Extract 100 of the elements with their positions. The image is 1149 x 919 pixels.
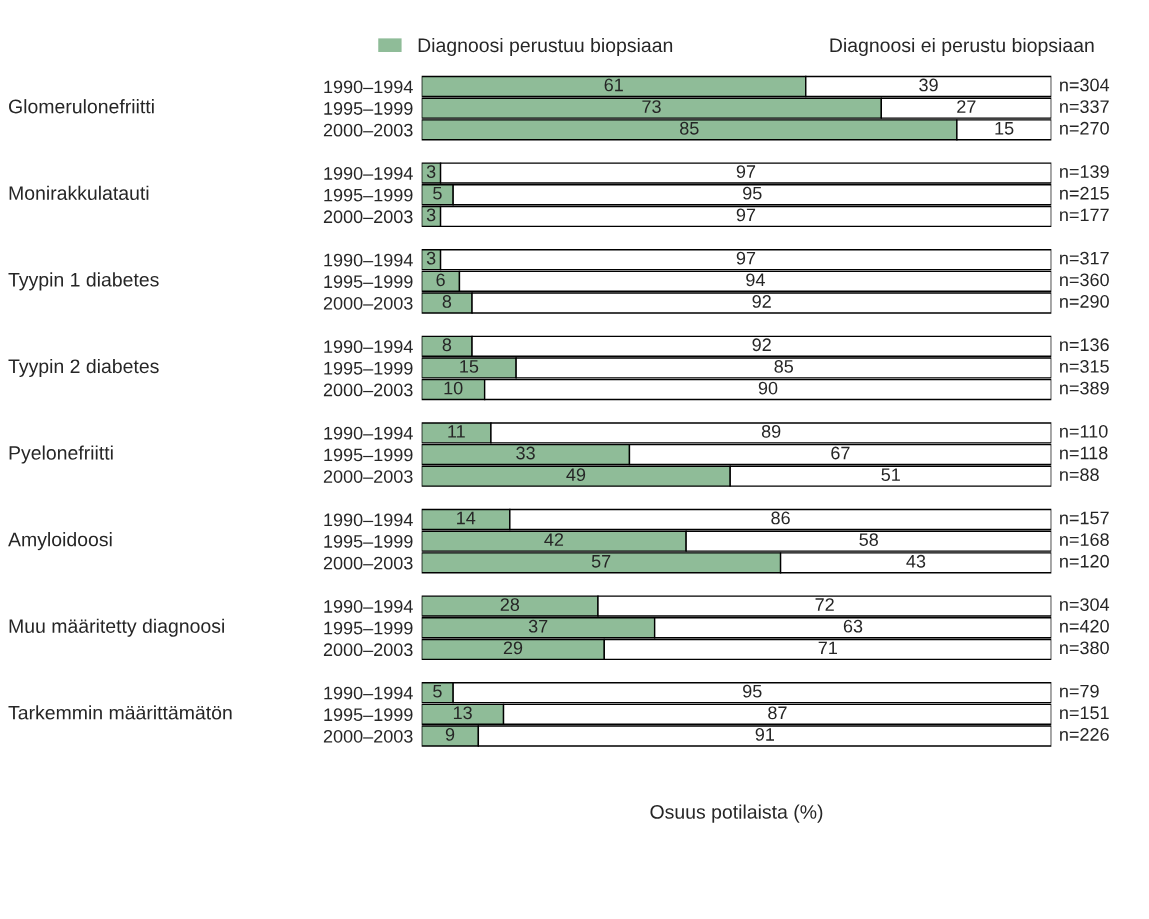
y-tick-label: 1995–1999 <box>324 275 413 289</box>
y-tick-label: 1995–1999 <box>324 708 413 722</box>
data-label: 71 <box>818 641 837 655</box>
text: n=389 <box>1060 381 1109 395</box>
data-label: 43 <box>906 554 926 568</box>
data-label: 6 <box>436 273 445 287</box>
text: n=270 <box>1060 121 1109 135</box>
text: n=290 <box>1060 295 1109 308</box>
text: Muu määritetty diagnoosi <box>9 618 224 637</box>
text: n=168 <box>1060 533 1109 546</box>
data-label: 91 <box>755 728 774 741</box>
data-label: 61 <box>604 78 623 92</box>
text: n=420 <box>1060 619 1109 633</box>
data-label: 63 <box>843 619 863 633</box>
text: n=337 <box>1060 100 1109 114</box>
data-label: 57 <box>591 555 611 568</box>
data-label: 10 <box>444 381 463 395</box>
y-tick-label: 1995–1999 <box>324 188 413 202</box>
text: n=226 <box>1060 728 1109 741</box>
data-label: 67 <box>831 446 850 460</box>
data-label: 90 <box>758 381 778 395</box>
text: Tarkemmin määrittämätön <box>8 705 232 720</box>
data-label: 37 <box>528 619 548 633</box>
data-label: 39 <box>919 78 938 92</box>
text: n=304 <box>1060 78 1110 92</box>
data-label: 87 <box>768 706 787 720</box>
text: Tyypin 1 diabetes <box>8 272 159 291</box>
text: n=315 <box>1060 360 1109 373</box>
data-label: 28 <box>500 598 520 611</box>
data-label: 95 <box>743 186 762 200</box>
y-tick-label: 1990–1994 <box>324 686 413 700</box>
data-label: 5 <box>433 684 442 698</box>
y-tick-label: 2000–2003 <box>323 296 413 310</box>
text: n=215 <box>1060 186 1109 200</box>
text: Amyloidoosi <box>8 532 112 551</box>
text: n=157 <box>1060 511 1109 525</box>
data-label: 73 <box>642 100 661 114</box>
y-tick-label: 2000–2003 <box>323 123 413 137</box>
data-label: 92 <box>752 295 771 308</box>
data-label: 13 <box>453 706 472 720</box>
y-tick-label: 2000–2003 <box>323 643 413 657</box>
y-tick-label: 1990–1994 <box>324 167 413 180</box>
y-tick-label: 1990–1994 <box>324 253 413 267</box>
data-label: 92 <box>752 338 771 352</box>
data-label: 94 <box>746 273 765 287</box>
text: n=136 <box>1060 338 1109 352</box>
text: n=177 <box>1060 208 1109 222</box>
data-label: 5 <box>433 187 442 200</box>
data-label: 14 <box>457 511 476 525</box>
data-label: 3 <box>426 251 436 265</box>
y-tick-label: 1990–1994 <box>324 340 413 354</box>
data-label: 95 <box>743 684 762 698</box>
y-tick-label: 1990–1994 <box>324 80 413 94</box>
data-label: 51 <box>881 468 900 482</box>
data-label: 86 <box>771 511 790 525</box>
data-label: 8 <box>442 295 452 308</box>
text: n=304 <box>1060 598 1110 611</box>
text: Tyypin 2 diabetes <box>8 358 159 378</box>
data-label: 85 <box>680 121 699 135</box>
y-tick-label: 1995–1999 <box>324 361 413 375</box>
y-tick-label: 1990–1994 <box>324 600 413 613</box>
data-label: 11 <box>448 425 465 438</box>
y-tick-label: 2000–2003 <box>323 383 413 397</box>
text: n=118 <box>1060 446 1108 460</box>
data-label: 3 <box>426 208 436 222</box>
y-tick-label: 2000–2003 <box>323 729 413 743</box>
legend-label: Diagnoosi perustuu biopsiaan <box>418 37 673 57</box>
text: Monirakkulatauti <box>9 185 149 200</box>
data-label: 85 <box>774 360 794 373</box>
data-label: 29 <box>503 641 523 655</box>
data-label: 97 <box>736 208 756 222</box>
data-label: 15 <box>995 122 1014 135</box>
data-label: 58 <box>859 533 878 546</box>
data-label: 97 <box>736 251 756 265</box>
y-tick-label: 2000–2003 <box>323 556 413 570</box>
data-label: 89 <box>761 424 781 438</box>
text: n=380 <box>1060 641 1109 655</box>
text: n=139 <box>1060 165 1109 178</box>
data-label: 15 <box>460 360 479 373</box>
x-axis-title: Osuus potilaista (%) <box>650 804 823 823</box>
text: Glomerulonefriitti <box>9 99 154 114</box>
data-label: 3 <box>426 165 436 178</box>
data-label: 72 <box>815 598 834 611</box>
y-tick-label: 2000–2003 <box>323 470 413 483</box>
text: n=151 <box>1060 706 1109 720</box>
y-tick-label: 1990–1994 <box>324 513 413 527</box>
y-tick-label: 1995–1999 <box>324 535 413 548</box>
y-tick-label: 1990–1994 <box>324 426 413 440</box>
text: Pyelonefriitti <box>9 445 113 464</box>
text: n=79 <box>1060 684 1099 698</box>
data-label: 33 <box>516 446 535 460</box>
data-label: 97 <box>736 165 756 178</box>
y-tick-label: 2000–2003 <box>323 210 413 224</box>
y-tick-label: 1995–1999 <box>324 621 413 635</box>
text: n=360 <box>1060 273 1109 287</box>
text: n=317 <box>1060 251 1109 265</box>
y-tick-label: 1995–1999 <box>324 102 413 115</box>
data-label: 27 <box>957 100 976 113</box>
y-tick-label: 1995–1999 <box>324 448 413 462</box>
data-label: 42 <box>544 533 564 546</box>
